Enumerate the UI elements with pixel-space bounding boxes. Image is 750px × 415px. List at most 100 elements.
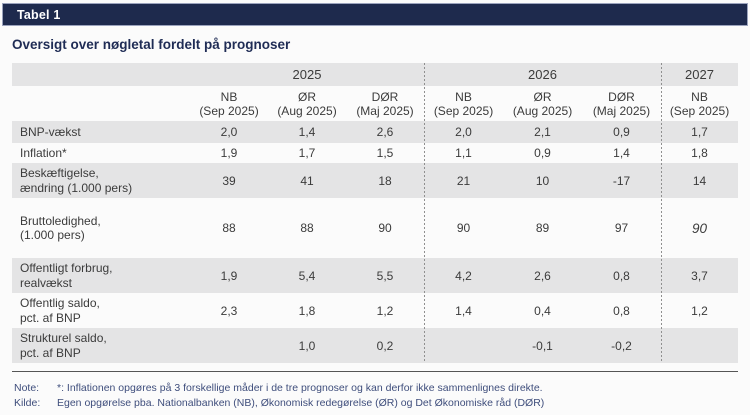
table-cell: 14 <box>692 173 707 188</box>
note-line: Note: *: Inflationen opgøres på 3 forskel… <box>14 381 544 396</box>
table-cell: 0,8 <box>613 303 630 318</box>
column-date: (Aug 2025) <box>512 103 573 118</box>
table-cell: 5,5 <box>376 268 394 283</box>
table-row: Inflation* 1,9 1,7 1,5 1,1 0,9 1,4 1,8 <box>12 143 738 163</box>
table-cell: 10 <box>535 173 550 188</box>
column-source: ØR <box>298 89 316 104</box>
table-cell: 2,6 <box>376 125 394 139</box>
column-source: ØR <box>533 89 552 104</box>
column-header-row: NB (Sep 2025) ØR (Aug 2025) DØR (Maj 202… <box>12 86 738 121</box>
year-header-row: 2025 2026 2027 <box>12 63 738 86</box>
table-cell: 1,8 <box>691 146 708 160</box>
group-divider-2026 <box>424 63 425 363</box>
table-cell: -17 <box>612 173 631 188</box>
table-notes: Note: *: Inflationen opgøres på 3 forskel… <box>14 381 544 411</box>
table-cell: 18 <box>378 173 392 188</box>
table-subtitle: Oversigt over nøgletal fordelt på progno… <box>12 37 291 52</box>
row-label: BNP-vækst <box>12 125 190 140</box>
row-label-line1: BNP-vækst <box>20 124 81 139</box>
year-header-2026: 2026 <box>528 67 557 82</box>
table-row: Offentlig saldo, pct. af BNP 2,3 1,8 1,2… <box>12 293 738 328</box>
row-label-line2: realvækst <box>20 275 73 290</box>
row-label-line2: pct. af BNP <box>20 310 81 325</box>
year-header-2027: 2027 <box>685 67 714 82</box>
table-cell: 1,2 <box>691 303 708 318</box>
row-label-line1: Bruttoledighed, <box>20 213 101 228</box>
column-header: NB (Sep 2025) <box>661 90 738 118</box>
table-cell: 0,8 <box>613 268 630 283</box>
column-source: NB <box>220 89 238 104</box>
table-row: Beskæftigelse, ændring (1.000 pers) 39 4… <box>12 163 738 198</box>
row-label: Inflation* <box>12 146 190 161</box>
table-row: BNP-vækst 2,0 1,4 2,6 2,0 2,1 0,9 1,7 <box>12 121 738 143</box>
row-label-line2: pct. af BNP <box>20 345 81 360</box>
footer-divider-line <box>12 371 738 372</box>
column-header: NB (Sep 2025) <box>424 90 503 118</box>
table-cell: 21 <box>456 173 471 188</box>
note-label: Note: <box>14 382 40 394</box>
row-label: Offentligt forbrug, realvækst <box>12 261 190 290</box>
table-cell: 1,4 <box>455 303 472 318</box>
row-label: Beskæftigelse, ændring (1.000 pers) <box>12 166 190 195</box>
row-label-line1: Offentlig saldo, <box>20 296 100 310</box>
note-text: *: Inflationen opgøres på 3 forskellige … <box>57 382 543 394</box>
table-cell: 1,7 <box>298 146 316 160</box>
column-header: NB (Sep 2025) <box>190 90 268 118</box>
table-cell: 2,6 <box>534 268 551 283</box>
column-source: NB <box>691 89 708 104</box>
table-cell: 2,1 <box>534 125 551 139</box>
table-cell: 0,2 <box>376 338 394 353</box>
column-source: NB <box>455 89 472 104</box>
table-cell: 0,9 <box>534 146 551 160</box>
table-cell: -0,2 <box>611 338 632 353</box>
row-label-line1: Inflation* <box>20 145 67 160</box>
column-date: (Sep 2025) <box>199 103 259 118</box>
table-cell: 1,4 <box>298 125 316 139</box>
source-line: Kilde: Egen opgørelse pba. Nationalbanken… <box>14 396 544 411</box>
row-label-line1: Strukturel saldo, <box>20 331 107 345</box>
table-title-bar: Tabel 1 <box>2 3 748 26</box>
table-cell: 39 <box>222 173 236 188</box>
table-cell: -0,1 <box>532 338 553 353</box>
column-header: ØR (Aug 2025) <box>503 90 582 118</box>
table-cell: 4,2 <box>455 268 472 283</box>
table-cell: 2,3 <box>220 303 238 318</box>
row-label: Bruttoledighed, (1.000 pers) <box>12 214 190 243</box>
table-cell: 90 <box>378 221 392 235</box>
table-cell: 3,7 <box>691 268 708 283</box>
column-source: DØR <box>608 89 635 104</box>
row-label: Strukturel saldo, pct. af BNP <box>12 331 190 360</box>
table-cell: 41 <box>300 173 314 188</box>
row-label-line1: Offentligt forbrug, <box>20 261 113 275</box>
column-date: (Maj 2025) <box>356 103 414 118</box>
table-cell: 88 <box>222 221 236 235</box>
row-label: Offentlig saldo, pct. af BNP <box>12 296 190 325</box>
source-text: Egen opgørelse pba. Nationalbanken (NB),… <box>57 397 545 409</box>
table-row: Offentligt forbrug, realvækst 1,9 5,4 5,… <box>12 258 738 293</box>
table-cell: 89 <box>535 221 550 235</box>
column-header: DØR (Maj 2025) <box>582 90 661 118</box>
table-cell: 2,0 <box>220 125 238 139</box>
table-cell: 1,2 <box>376 303 394 318</box>
column-header: ØR (Aug 2025) <box>268 90 346 118</box>
table-row: Bruttoledighed, (1.000 pers) 88 88 90 90… <box>12 198 738 258</box>
data-table: 2025 2026 2027 NB (Sep 2025) ØR (Aug 202… <box>12 63 738 363</box>
table-cell: 1,9 <box>220 268 238 283</box>
table-cell: 97 <box>614 221 629 235</box>
table-cell: 2,0 <box>455 125 472 139</box>
table-cell: 1,9 <box>220 146 238 160</box>
column-source: DØR <box>371 89 399 104</box>
table-cell: 1,7 <box>691 125 708 139</box>
row-label-line1: Beskæftigelse, <box>20 166 99 180</box>
table-cell: 1,1 <box>455 146 472 160</box>
table-cell: 0,4 <box>534 303 551 318</box>
table-cell-estimate: 90 <box>691 220 708 236</box>
table-cell: 0,9 <box>613 125 630 139</box>
year-header-2025: 2025 <box>292 67 322 82</box>
row-label-line2: (1.000 pers) <box>20 228 85 242</box>
table-cell: 1,5 <box>376 146 394 160</box>
table-cell: 1,0 <box>298 338 316 353</box>
row-label-line2: ændring (1.000 pers) <box>20 180 133 195</box>
source-label: Kilde: <box>14 397 41 409</box>
